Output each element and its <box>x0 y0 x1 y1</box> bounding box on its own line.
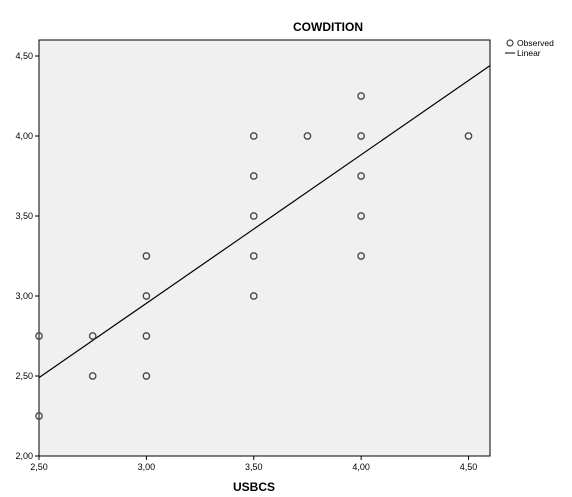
data-point <box>357 252 365 260</box>
regression-line-group <box>38 65 491 379</box>
data-point <box>357 132 365 140</box>
data-point <box>35 332 43 340</box>
data-point <box>142 252 151 260</box>
data-point <box>142 332 151 340</box>
data-point <box>357 172 365 180</box>
legend-observed-label: Observed <box>517 38 554 48</box>
x-tick-label: 4,50 <box>460 462 478 472</box>
legend-observed-marker <box>506 39 514 47</box>
x-tick-label: 2,50 <box>30 462 48 472</box>
x-axis-label: USBCS <box>233 480 275 494</box>
data-point <box>249 212 258 220</box>
data-point <box>88 372 97 380</box>
data-point <box>357 212 365 220</box>
x-tick-label: 4,00 <box>352 462 370 472</box>
data-point <box>142 292 151 300</box>
axes: 2,50 3,00 3,50 4,00 4,502,002,503,003,504,00… <box>15 51 477 472</box>
legend-linear-label: Linear <box>517 48 541 58</box>
y-tick-label: 2,00 <box>15 451 33 461</box>
y-tick-label: 4,50 <box>15 51 33 61</box>
x-tick-label: 3,50 <box>245 462 263 472</box>
data-point <box>249 292 258 300</box>
plot-area <box>38 39 491 457</box>
data-point <box>464 132 473 140</box>
data-point <box>88 332 97 340</box>
chart-title: COWDITION <box>293 20 363 34</box>
x-tick-label: 3,00 <box>138 462 156 472</box>
data-point <box>357 92 365 100</box>
y-tick-label: 3,00 <box>15 291 33 301</box>
regression-line <box>38 65 491 379</box>
data-point <box>249 172 258 180</box>
y-tick-label: 3,50 <box>15 211 33 221</box>
data-point <box>249 252 258 260</box>
legend: Observed Linear <box>505 38 554 58</box>
data-point <box>35 412 43 420</box>
y-tick-label: 4,00 <box>15 131 33 141</box>
data-point <box>142 372 151 380</box>
data-point <box>303 132 312 140</box>
markers-group <box>35 92 473 420</box>
data-point <box>249 132 258 140</box>
y-tick-label: 2,50 <box>15 371 33 381</box>
